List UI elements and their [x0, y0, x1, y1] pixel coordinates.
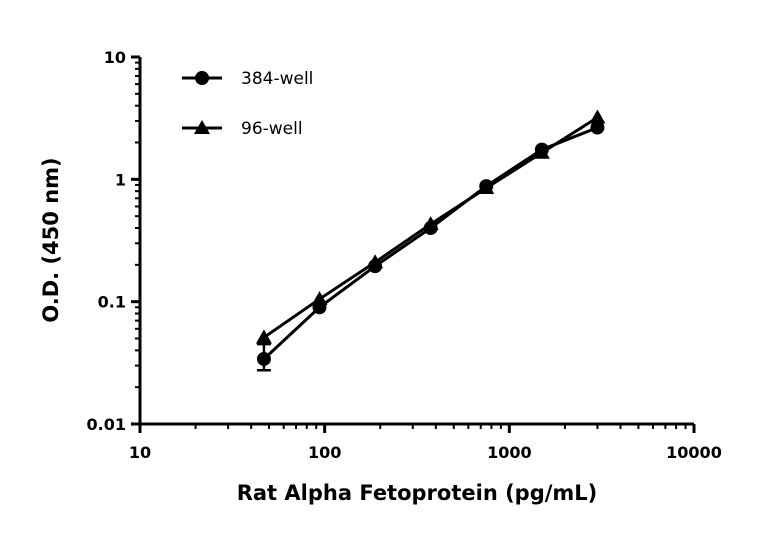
data-point-triangle [533, 144, 550, 159]
y-tick-label: 0.01 [87, 415, 126, 434]
y-tick-label: 1 [115, 170, 126, 189]
legend: 384-well 96-well [182, 69, 313, 139]
x-tick-label: 10 [129, 443, 151, 462]
legend-triangle-icon [194, 120, 210, 134]
y-axis-label: O.D. (450 nm) [39, 157, 63, 322]
y-tick-label: 0.1 [98, 293, 126, 312]
data-point-triangle [589, 109, 606, 124]
legend-label-384: 384-well [241, 69, 313, 89]
data-point-circle [590, 120, 605, 135]
series-line-384-well [262, 126, 598, 361]
x-tick-label: 10000 [666, 443, 722, 462]
data-point-triangle [422, 216, 439, 231]
x-tick-label: 1000 [487, 443, 532, 462]
x-tick-label: 100 [308, 443, 341, 462]
legend-label-96: 96-well [241, 119, 303, 139]
legend-circle-icon [195, 71, 209, 85]
data-point-triangle [478, 179, 495, 194]
x-axis-label: Rat Alpha Fetoprotein (pg/mL) [237, 481, 598, 505]
y-tick-label: 10 [104, 48, 126, 67]
data-point-triangle [311, 291, 328, 306]
data-point-triangle [255, 329, 272, 344]
data-point-triangle [367, 254, 384, 269]
axes: 10 100 1000 10000 0.01 0.1 1 10 [87, 48, 722, 462]
data-marks [255, 109, 606, 372]
data-point-circle [256, 351, 271, 366]
